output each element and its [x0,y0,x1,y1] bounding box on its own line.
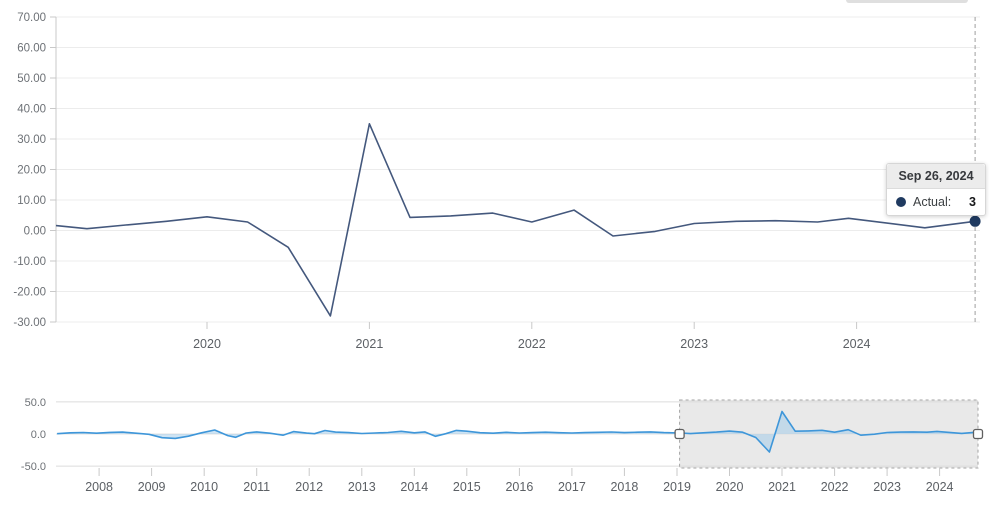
x-axis-label: 2022 [518,337,546,351]
tooltip-series-label: Actual: [913,195,952,209]
y-axis-label: 20.00 [17,165,46,177]
nav-x-axis-label: 2022 [821,480,849,494]
y-axis-label: 50.00 [17,73,46,85]
nav-x-axis-label: 2013 [348,480,376,494]
nav-x-axis-label: 2012 [295,480,323,494]
nav-x-axis-label: 2024 [926,480,954,494]
nav-x-axis-label: 2016 [505,480,533,494]
last-point-marker[interactable] [969,215,981,227]
x-axis-label: 2021 [355,337,383,351]
y-axis-label: -10.00 [13,256,46,268]
nav-x-axis-label: 2021 [768,480,796,494]
tooltip-date: Sep 26, 2024 [887,164,985,189]
x-axis-label: 2024 [843,337,871,351]
nav-x-axis-label: 2020 [716,480,744,494]
navigator-area [57,411,979,452]
y-axis-label: -30.00 [13,317,46,329]
y-axis-label: 0.00 [24,226,46,238]
nav-x-axis-label: 2011 [243,480,270,494]
tooltip: Sep 26, 2024 Actual: 3 [886,163,986,216]
nav-y-axis-label: 0.0 [31,429,46,441]
nav-x-axis-label: 2015 [453,480,481,494]
y-axis-label: 30.00 [17,134,46,146]
tooltip-series-value: 3 [969,195,976,209]
y-axis-label: -20.00 [13,287,46,299]
nav-x-axis-label: 2008 [85,480,113,494]
nav-x-axis-label: 2009 [138,480,166,494]
nav-x-axis-label: 2010 [190,480,218,494]
navigator-right-handle[interactable] [972,428,984,440]
y-axis-label: 40.00 [17,104,46,116]
y-axis-label: 10.00 [17,195,46,207]
navigator-line [57,410,979,453]
nav-x-axis-label: 2023 [873,480,901,494]
x-axis-label: 2023 [680,337,708,351]
navigator-chart: 50.0 0.0 -50.0 2008 2009 2010 2011 2012 2013 2014… [21,397,984,494]
partial-button-edge [846,0,968,3]
actual-series-line [55,123,976,317]
main-chart: 70.00 60.00 50.00 40.00 30.00 20.00 10.00 0.00 -… [13,12,981,351]
navigator-left-handle[interactable] [674,428,685,440]
nav-x-axis-label: 2017 [558,480,586,494]
nav-y-axis-label: -50.0 [21,461,46,473]
series-marker-icon [896,197,906,207]
nav-x-axis-label: 2018 [610,480,638,494]
x-axis-label: 2020 [193,337,221,351]
nav-x-axis-label: 2014 [400,480,428,494]
nav-y-axis-label: 50.0 [25,397,46,409]
nav-x-axis-label: 2019 [663,480,691,494]
main-plot-area[interactable] [56,17,980,322]
y-axis-label: 70.00 [17,12,46,24]
y-axis-label: 60.00 [17,43,46,55]
tooltip-series-row: Actual: 3 [887,189,985,215]
